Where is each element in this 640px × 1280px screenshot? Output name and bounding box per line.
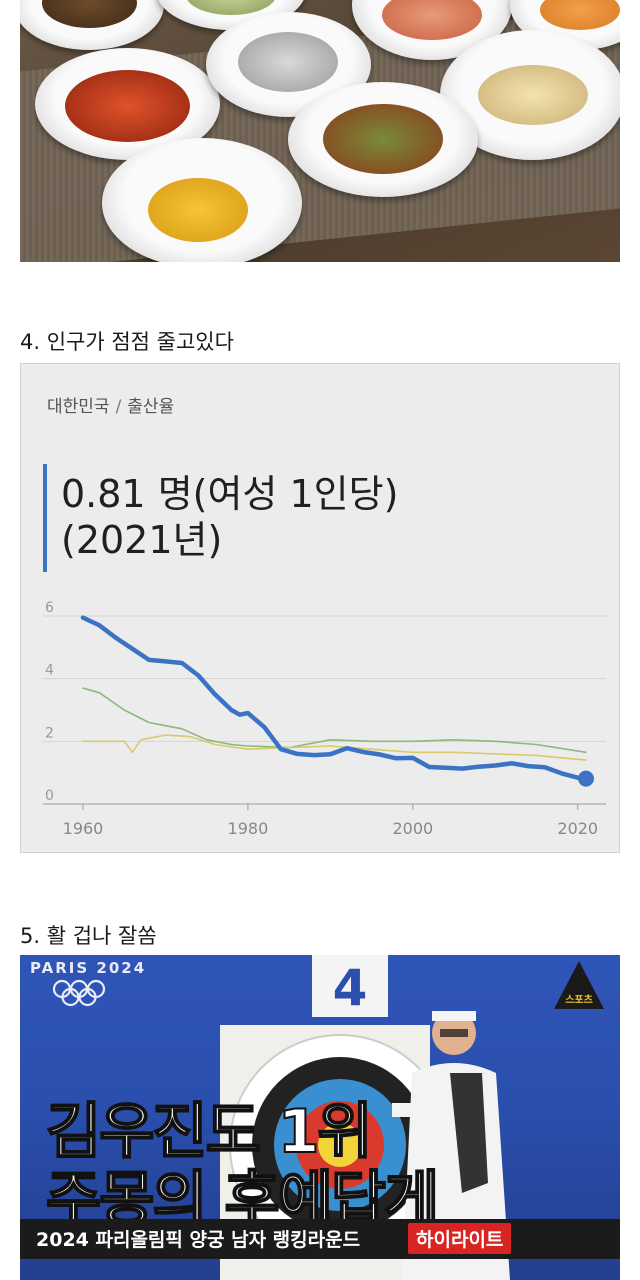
headline-value: 0.81 명(여성 1인당) [61, 472, 399, 516]
series-line-comparison [82, 734, 587, 761]
chart-series [80, 615, 594, 787]
section-heading: 4. 인구가 점점 줄고있다 [20, 330, 234, 354]
fertility-line-chart: 0 2 4 6 1960 1980 2000 2020 [43, 600, 606, 838]
caption-bar: 2024 파리올림픽 양궁 남자 랭킹라운드 하이라이트 [20, 1219, 620, 1259]
y-tick-label: 4 [45, 663, 54, 679]
food-photo [20, 0, 620, 262]
breadcrumb-metric: 출산율 [127, 397, 175, 417]
fertility-chart-card: 대한민국 / 출산율 0.81 명(여성 1인당) (2021년) 0 2 4 6 1960… [20, 363, 620, 853]
accent-bar [43, 464, 47, 572]
bowl [206, 12, 371, 117]
paris-event-label: PARIS 2024 [30, 959, 147, 977]
breadcrumb-separator: / [115, 397, 122, 417]
section-heading: 5. 활 겁나 잘쏨 [20, 924, 157, 948]
breadcrumb-country[interactable]: 대한민국 [47, 397, 110, 417]
chart-grid [43, 615, 606, 810]
latest-value-point [578, 770, 594, 787]
bowl [288, 82, 478, 197]
y-tick-label: 2 [45, 725, 54, 741]
chart-ticks: 0 2 4 6 1960 1980 2000 2020 [45, 600, 598, 838]
breadcrumb: 대한민국 / 출산율 [47, 392, 174, 417]
x-tick-label: 2000 [392, 819, 433, 838]
highlight-badge: 하이라이트 [408, 1223, 512, 1254]
bowl [20, 0, 164, 50]
caption-text: 2024 파리올림픽 양궁 남자 랭킹라운드 [36, 1229, 361, 1251]
x-tick-label: 1960 [63, 819, 104, 838]
series-line-comparison [82, 687, 587, 754]
olympic-rings-icon [52, 979, 106, 1007]
y-tick-label: 6 [45, 600, 54, 616]
svg-text:스포츠: 스포츠 [565, 993, 593, 1006]
y-tick-label: 0 [45, 788, 54, 804]
series-line-korea [80, 615, 589, 781]
headline-year: (2021년) [61, 518, 223, 562]
channel-logo-icon: 스포츠 [554, 961, 604, 1009]
x-tick-label: 1980 [228, 819, 269, 838]
target-number-board: 4 [312, 955, 388, 1017]
x-tick-label: 2020 [557, 819, 598, 838]
bowl [102, 138, 302, 262]
thumbnail-headline-line1: 김우진도 1위 [45, 1096, 374, 1168]
archery-video-thumbnail[interactable]: PARIS 2024 4 스포츠 김우진도 1위 주몽의 후예답게 [20, 955, 620, 1280]
